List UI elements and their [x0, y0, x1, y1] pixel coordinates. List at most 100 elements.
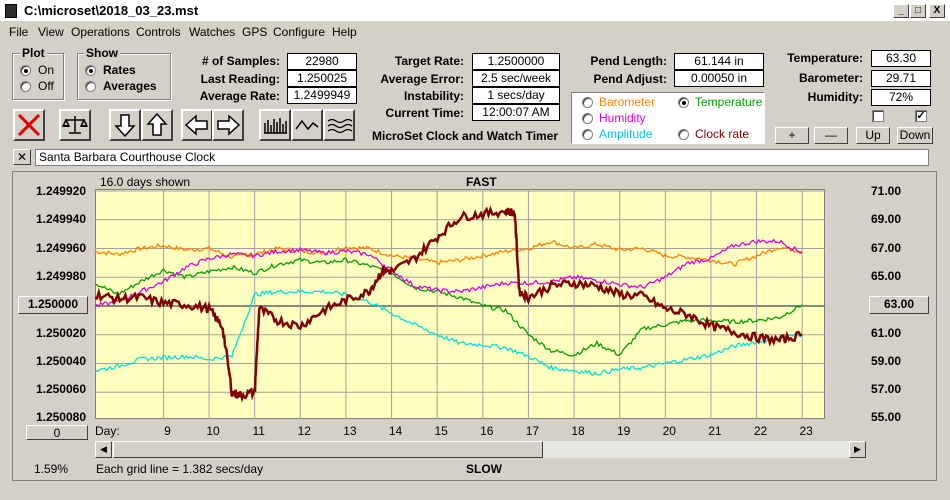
show-rates-radio[interactable] [85, 65, 96, 76]
app-icon [5, 4, 17, 18]
average-error-label: Average Error: [380, 72, 464, 86]
plot-on-radio[interactable] [20, 65, 31, 76]
fast-label: FAST [466, 175, 497, 189]
window-title: C:\microset\2018_03_23.mst [24, 3, 199, 18]
smooth-plot-button[interactable] [323, 109, 355, 141]
wave-plot-button[interactable] [291, 109, 323, 141]
up-button[interactable]: Up [856, 127, 890, 144]
clear-button[interactable] [13, 109, 45, 141]
clock-name-field[interactable]: Santa Barbara Courthouse Clock [35, 149, 929, 166]
close-button[interactable]: X [929, 4, 945, 18]
close-clock-button[interactable]: ✕ [13, 149, 31, 165]
maximize-button[interactable]: □ [910, 4, 926, 18]
barometer-legend: Barometer [599, 95, 656, 109]
up-arrow-button[interactable] [141, 109, 173, 141]
clock-rate-radio[interactable] [678, 129, 689, 140]
x-tick-label: 16 [480, 424, 494, 438]
wave-plot-icon [295, 119, 319, 131]
x-tick-label: 18 [571, 424, 585, 438]
show-averages-radio[interactable] [85, 81, 96, 92]
scroll-left-button[interactable]: ◀ [95, 441, 112, 458]
show-rates-label: Rates [103, 63, 136, 77]
barometer-radio[interactable] [582, 97, 593, 108]
average-rate-label: Average Rate: [199, 89, 280, 103]
menu-controls[interactable]: Controls [136, 25, 181, 39]
series-line [95, 238, 803, 308]
pend-adjust-field[interactable]: 0.00050 in [674, 70, 764, 87]
clear-icon [17, 113, 41, 137]
bar-plot-button[interactable] [259, 109, 291, 141]
y-left-tick: 1.250020 [35, 326, 86, 340]
rate-chart [95, 189, 825, 419]
barometer-field: 29.71 [871, 70, 931, 87]
down-arrow-button[interactable] [109, 109, 141, 141]
balance-button[interactable] [59, 109, 91, 141]
y-left-tick: 1.250060 [35, 382, 86, 396]
menu-view[interactable]: View [38, 25, 64, 39]
humidity-label: Humidity: [807, 90, 863, 104]
balance-icon [61, 116, 89, 134]
day-label: Day: [95, 424, 120, 438]
average-error-field: 2.5 sec/week [472, 70, 560, 87]
amplitude-radio[interactable] [582, 129, 593, 140]
unchecked-box[interactable] [872, 110, 884, 122]
slow-label: SLOW [466, 462, 502, 476]
days-shown-label: 16.0 days shown [100, 175, 191, 189]
current-time-field: 12:00:07 AM [472, 104, 560, 121]
arrow-left-icon [184, 114, 208, 136]
plus-button[interactable]: + [775, 127, 809, 144]
checked-box[interactable]: ✓ [915, 110, 927, 122]
plot-off-label: Off [38, 79, 54, 93]
menu-file[interactable]: File [9, 25, 29, 39]
y-right-tick: 69.00 [871, 212, 902, 226]
samples-field: 22980 [287, 53, 357, 70]
pend-length-label: Pend Length: [590, 54, 667, 68]
y-right-tick: 67.00 [871, 241, 902, 255]
smooth-plot-icon [327, 118, 353, 134]
x-tick-label: 23 [799, 424, 813, 438]
center-rate-button[interactable]: 1.250000 [18, 296, 88, 314]
series-line [95, 205, 803, 403]
barometer-label: Barometer: [798, 71, 863, 85]
pend-length-field[interactable]: 61.144 in [674, 53, 764, 70]
target-rate-field[interactable]: 1.2500000 [472, 53, 560, 70]
y-left-tick: 1.249940 [35, 212, 86, 226]
menu-watches[interactable]: Watches [189, 25, 236, 39]
zero-button[interactable]: 0 [26, 425, 88, 440]
humidity-radio[interactable] [582, 113, 593, 124]
y-left-tick: 1.249920 [35, 184, 86, 198]
x-tick-label: 12 [297, 424, 311, 438]
minus-button[interactable]: — [814, 127, 848, 144]
menu-gps[interactable]: GPS [242, 25, 268, 39]
temperature-radio[interactable] [678, 97, 689, 108]
menu-operations[interactable]: Operations [71, 25, 130, 39]
y-right-tick: 61.00 [871, 326, 902, 340]
y-right-tick: 55.00 [871, 410, 902, 424]
arrow-down-icon [114, 114, 136, 138]
center-temp-button[interactable]: 63.00 [869, 296, 929, 314]
right-arrow-button[interactable] [212, 109, 244, 141]
scroll-right-button[interactable]: ▶ [849, 441, 866, 458]
y-right-tick: 57.00 [871, 382, 902, 396]
amplitude-legend: Amplitude [599, 127, 653, 141]
menu-help[interactable]: Help [332, 25, 357, 39]
x-tick-label: 17 [525, 424, 540, 438]
y-left-tick: 1.249960 [35, 241, 86, 255]
scroll-thumb[interactable] [113, 441, 543, 458]
down-button[interactable]: Down [897, 127, 933, 144]
target-rate-label: Target Rate: [394, 54, 464, 68]
plot-off-radio[interactable] [20, 81, 31, 92]
show-group-title: Show [84, 46, 120, 60]
current-time-label: Current Time: [385, 106, 464, 120]
app-caption: MicroSet Clock and Watch Timer [372, 129, 559, 143]
y-right-tick: 65.00 [871, 269, 902, 283]
x-tick-label: 11 [252, 424, 265, 438]
humidity-field: 72% [871, 89, 931, 106]
x-tick-label: 10 [206, 424, 220, 438]
minimize-button[interactable]: _ [893, 4, 909, 18]
arrow-right-icon [217, 114, 241, 136]
menu-configure[interactable]: Configure [273, 25, 326, 39]
left-arrow-button[interactable] [181, 109, 213, 141]
pend-adjust-label: Pend Adjust: [593, 72, 667, 86]
show-group [77, 53, 171, 100]
